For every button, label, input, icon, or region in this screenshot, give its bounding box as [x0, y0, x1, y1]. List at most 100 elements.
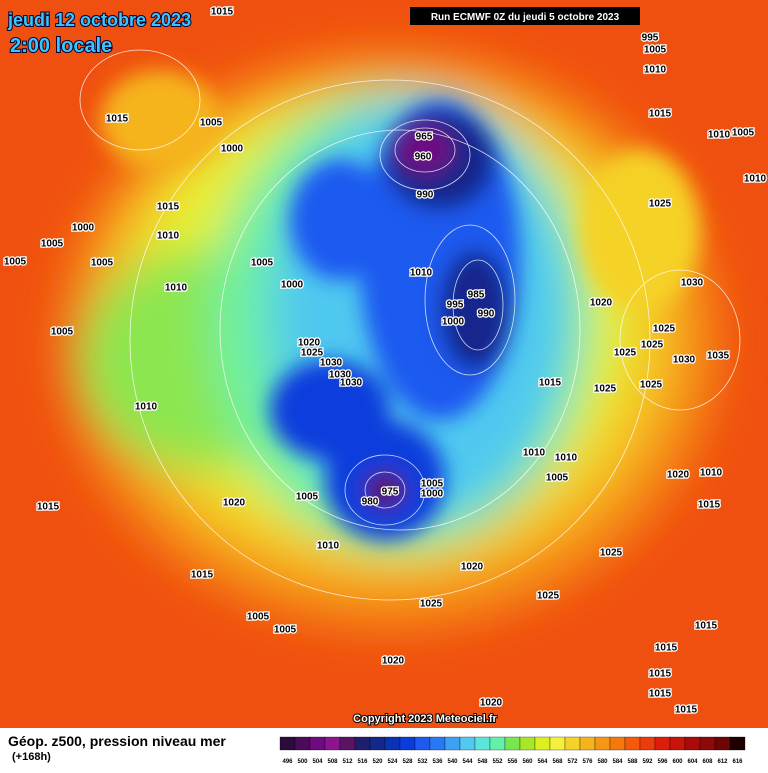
- isobar-label: 1015: [649, 689, 672, 700]
- isobar-label: 1025: [420, 599, 443, 610]
- colorbar-label: 568: [552, 759, 563, 765]
- isobar-label: 1010: [135, 402, 158, 413]
- colorbar-swatch: [609, 736, 626, 751]
- isobar-label: 1005: [421, 479, 444, 490]
- colorbar-swatch: [504, 736, 521, 751]
- isobar-label: 1030: [681, 278, 704, 289]
- isobar-label: 1005: [274, 625, 297, 636]
- colorbar-swatch: [639, 736, 656, 751]
- isobar-label: 1025: [614, 348, 637, 359]
- isobar-label: 1005: [4, 257, 27, 268]
- isobar-label: 1005: [200, 118, 223, 129]
- colorbar-label: 548: [477, 759, 488, 765]
- time: 2:00 locale: [10, 35, 112, 57]
- isobar-label: 1030: [329, 370, 352, 381]
- isobar-label: 1025: [653, 324, 676, 335]
- isobar-label: 1010: [410, 268, 433, 279]
- isobar-label: 1020: [461, 562, 484, 573]
- isobar-label: 1005: [546, 473, 569, 484]
- colorbar-label: 592: [642, 759, 653, 765]
- isobar-label: 965: [416, 132, 433, 143]
- colorbar-label: 584: [612, 759, 623, 765]
- colorbar-swatch: [369, 736, 386, 751]
- isobar-label: 985: [468, 290, 485, 301]
- colorbar-swatch: [489, 736, 506, 751]
- isobar-label: 1030: [673, 355, 696, 366]
- run-box: [410, 7, 640, 25]
- colorbar: 496 500 504 508 512 516 520 524 528 532 536 540 544 5…: [279, 736, 746, 765]
- colorbar-label: 532: [417, 759, 428, 765]
- colorbar-swatch: [414, 736, 431, 751]
- isobar-label: 1015: [106, 114, 129, 125]
- isobar-label: 1010: [700, 468, 723, 479]
- colorbar-swatch: [339, 736, 356, 751]
- isobar-label: 1010: [165, 283, 188, 294]
- isobar-label: 1025: [301, 348, 324, 359]
- isobar-label: 1000: [281, 280, 304, 291]
- isobar-label: 1025: [649, 199, 672, 210]
- isobar-label: 1035: [707, 351, 730, 362]
- isobar-label: 1010: [708, 130, 731, 141]
- colorbar-label: 612: [717, 759, 728, 765]
- isobar-label: 1015: [675, 705, 698, 716]
- isobar-label: 1020: [223, 498, 246, 509]
- colorbar-swatch: [699, 736, 716, 751]
- colorbar-label: 608: [702, 759, 713, 765]
- colorbar-swatch: [309, 736, 326, 751]
- isobar-label: 1030: [340, 378, 363, 389]
- date: jeudi 12 octobre 2023: [7, 10, 191, 30]
- colorbar-swatch: [444, 736, 461, 751]
- isobar-label: 1015: [695, 621, 718, 632]
- colorbar-label: 544: [462, 759, 473, 765]
- colorbar-swatch: [354, 736, 371, 751]
- isobar-label: 980: [362, 497, 379, 508]
- isobar-label: 1005: [41, 239, 64, 250]
- isobar-label: 975: [382, 487, 399, 498]
- colorbar-label: 524: [387, 759, 398, 765]
- isobar-label: 1010: [644, 65, 667, 76]
- colorbar-label: 552: [492, 759, 503, 765]
- colorbar-label: 560: [522, 759, 533, 765]
- colorbar-swatch: [549, 736, 566, 751]
- isobar-label: 1015: [655, 643, 678, 654]
- isobar-label: 1030: [320, 358, 343, 369]
- colorbar-label: 508: [327, 759, 338, 765]
- isobar-label: 960: [415, 152, 432, 163]
- isobar-label: 1015: [649, 669, 672, 680]
- colorbar-swatch: [474, 736, 491, 751]
- isobar-label: 1025: [641, 340, 664, 351]
- isobar-label: 990: [417, 190, 434, 201]
- isobar-label: 1020: [590, 298, 613, 309]
- isobar-label: 1005: [644, 45, 667, 56]
- colorbar-swatch: [654, 736, 671, 751]
- isobar-label: 1005: [247, 612, 270, 623]
- isobar-label: 1025: [594, 384, 617, 395]
- isobar-label: 1015: [157, 202, 180, 213]
- colorbar-label: 604: [687, 759, 698, 765]
- isobar-label: 1000: [221, 144, 244, 155]
- run-info: Run ECMWF 0Z du jeudi 5 octobre 2023: [431, 12, 620, 23]
- isobar-label: 1015: [539, 378, 562, 389]
- colorbar-label: 528: [402, 759, 413, 765]
- isobar-label: 1025: [640, 380, 663, 391]
- legend-title: Géop. z500, pression niveau mer: [8, 733, 226, 749]
- isobar-label: 1005: [91, 258, 114, 269]
- isobar-label: 1025: [600, 548, 623, 559]
- colorbar-swatch: [429, 736, 446, 751]
- isobar-label: 1020: [667, 470, 690, 481]
- colorbar-swatch: [729, 736, 746, 751]
- isobar-label: 1005: [51, 327, 74, 338]
- field: [0, 0, 768, 728]
- colorbar-swatch: [624, 736, 641, 751]
- colorbar-label: 516: [357, 759, 368, 765]
- colorbar-swatch: [324, 736, 341, 751]
- lead-time: (+168h): [12, 751, 51, 763]
- colorbar-swatch: [279, 736, 296, 751]
- isobar-label: 1020: [382, 656, 405, 667]
- isobar-label: 1010: [744, 174, 767, 185]
- isobar-label: 1005: [251, 258, 274, 269]
- colorbar-label: 576: [582, 759, 593, 765]
- colorbar-label: 520: [372, 759, 383, 765]
